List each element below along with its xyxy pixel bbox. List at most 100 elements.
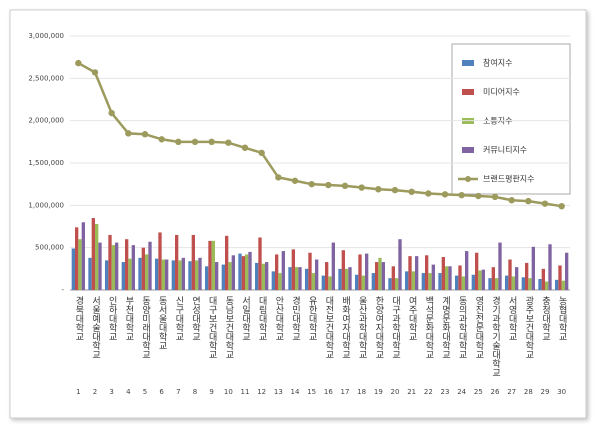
- x-number-label: 23: [441, 388, 450, 396]
- x-number-label: 16: [324, 388, 333, 396]
- x-tick-label: 대전보건대학교: [323, 296, 333, 359]
- bar: [121, 262, 125, 290]
- x-tick-label: 배화여자대학교: [340, 296, 350, 359]
- bar: [405, 271, 409, 290]
- y-tick-label: 3,000,000: [28, 32, 64, 40]
- x-number-label: 20: [391, 388, 400, 396]
- bar: [475, 252, 479, 290]
- bar: [541, 268, 545, 290]
- bar: [91, 218, 95, 290]
- bar: [355, 274, 359, 290]
- x-number-label: 25: [474, 388, 483, 396]
- bar: [105, 260, 109, 290]
- x-tick-label: 영진전문대학교: [473, 296, 483, 359]
- bar: [461, 276, 465, 290]
- x-number-label: 6: [159, 388, 164, 396]
- bar: [191, 234, 195, 290]
- bar: [455, 275, 459, 290]
- bar: [445, 266, 449, 290]
- bar: [171, 260, 175, 290]
- x-number-label: 18: [357, 388, 366, 396]
- x-tick-label: 울산과학대학교: [357, 296, 367, 359]
- bar: [371, 273, 375, 290]
- bar: [215, 262, 219, 290]
- bar: [525, 262, 529, 290]
- x-tick-label: 서울예술대학교: [90, 296, 100, 359]
- line-point: [75, 59, 82, 67]
- x-tick-label: 경민대학교: [290, 295, 300, 341]
- bar: [141, 247, 145, 290]
- x-number-label: 2: [93, 388, 97, 396]
- x-number-label: 3: [109, 388, 113, 396]
- bar: [545, 281, 549, 290]
- x-tick-label: 동의과학대학교: [457, 296, 467, 359]
- legend-label: 참여지수: [483, 58, 512, 68]
- x-number-label: 12: [257, 388, 266, 396]
- bar: [375, 262, 379, 290]
- line-point: [258, 149, 265, 157]
- bar: [265, 262, 269, 290]
- bar: [361, 275, 365, 290]
- bar: [421, 273, 425, 290]
- bar: [438, 273, 442, 290]
- bar: [195, 260, 199, 290]
- legend-swatch: [462, 60, 474, 66]
- bar: [448, 266, 452, 290]
- bar: [98, 242, 102, 290]
- x-tick-label: 유한대학교: [307, 296, 317, 341]
- bar: [408, 256, 412, 290]
- bar: [521, 277, 525, 290]
- x-tick-label: 동남보건대학교: [223, 296, 233, 359]
- x-tick-label: 안산대학교: [273, 296, 283, 341]
- bar: [88, 257, 92, 290]
- bar: [305, 268, 309, 290]
- bar: [391, 266, 395, 290]
- line-point: [325, 181, 332, 189]
- bar: [288, 267, 292, 290]
- line-point: [158, 136, 165, 143]
- line-point: [375, 186, 382, 193]
- x-number-label: 21: [407, 388, 416, 396]
- line-point: [191, 138, 199, 146]
- bar: [491, 267, 495, 290]
- bar: [338, 268, 342, 290]
- x-number-label: 14: [291, 388, 300, 396]
- bar: [365, 253, 369, 290]
- x-tick-label: 서영대학교: [507, 296, 517, 341]
- bar: [271, 271, 275, 290]
- bar: [441, 256, 445, 290]
- y-tick-label: -: [61, 286, 64, 294]
- x-tick-label: 인하대학교: [107, 296, 117, 341]
- bar: [395, 278, 399, 290]
- x-number-label: 4: [126, 388, 131, 396]
- line-point: [275, 174, 282, 181]
- bar: [315, 259, 319, 290]
- bar: [308, 252, 312, 290]
- bar: [175, 234, 179, 290]
- line-point: [408, 188, 415, 195]
- x-number-label: 17: [341, 388, 350, 396]
- bar: [348, 267, 352, 290]
- x-number-label: 5: [143, 388, 147, 396]
- legend-label: 브랜드평판지수: [483, 174, 535, 184]
- bar: [538, 278, 542, 290]
- bar: [131, 245, 135, 290]
- bar: [478, 270, 482, 290]
- bar: [515, 267, 519, 290]
- x-tick-label: 충청대학교: [540, 296, 550, 341]
- y-tick-label: 1,000,000: [28, 201, 64, 209]
- bar: [415, 256, 419, 290]
- line-point: [475, 192, 482, 200]
- x-number-label: 28: [524, 388, 533, 396]
- line-point: [175, 138, 182, 146]
- bar: [505, 275, 509, 290]
- x-number-label: 29: [541, 388, 550, 396]
- bar: [231, 255, 235, 290]
- bar: [511, 276, 515, 290]
- x-tick-label: 신구대학교: [173, 296, 183, 341]
- y-tick-label: 2,000,000: [28, 117, 64, 125]
- bar: [411, 271, 415, 290]
- bar: [498, 242, 502, 290]
